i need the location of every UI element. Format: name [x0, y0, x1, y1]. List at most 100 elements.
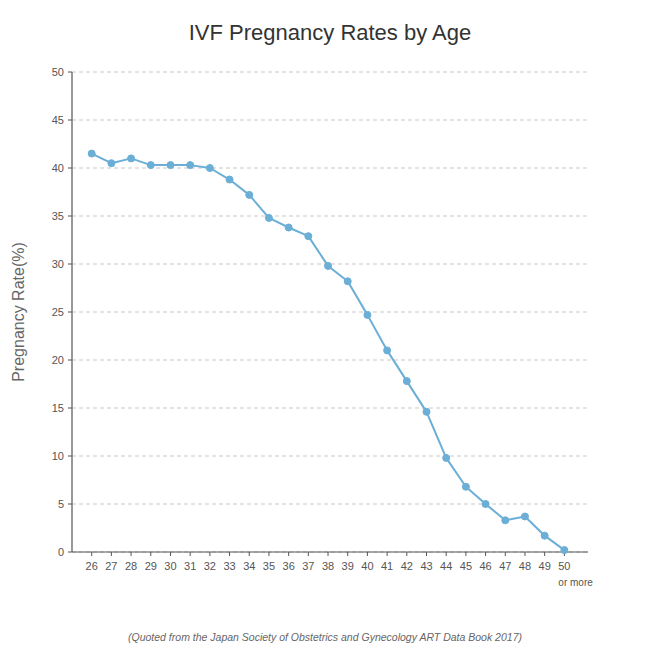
grid-line [72, 504, 588, 505]
x-tick [485, 552, 486, 556]
point [206, 165, 213, 172]
point [403, 378, 410, 385]
grid-line [72, 456, 588, 457]
y-tick [68, 216, 72, 217]
y-tick-label: 0 [58, 546, 64, 558]
y-axis-label: Pregnancy Rate(%) [10, 242, 27, 382]
point [482, 501, 489, 508]
line [92, 154, 565, 550]
y-tick [68, 552, 72, 553]
x-tick [308, 552, 309, 556]
x-tick [426, 552, 427, 556]
x-tick-label: 33 [223, 560, 235, 572]
x-tick [446, 552, 447, 556]
x-tick-label: 31 [184, 560, 196, 572]
x-tick [387, 552, 388, 556]
point [147, 162, 154, 169]
x-tick [150, 552, 151, 556]
series [88, 150, 568, 553]
y-tick-label: 40 [52, 162, 64, 174]
x-tick-label: 45 [460, 560, 472, 572]
y-tick-label: 30 [52, 258, 64, 270]
x-tick-label: 38 [322, 560, 334, 572]
x-tick-label: 34 [243, 560, 255, 572]
x-tick [288, 552, 289, 556]
x-tick [347, 552, 348, 556]
x-tick-label: 29 [145, 560, 157, 572]
point [285, 224, 292, 231]
point [423, 408, 430, 415]
point [462, 483, 469, 490]
y-tick-label: 45 [52, 114, 64, 126]
y-tick-label: 25 [52, 306, 64, 318]
point [364, 311, 371, 318]
grid-line [72, 72, 588, 73]
point [187, 162, 194, 169]
x-tick-label: 47 [499, 560, 511, 572]
x-axis-line [72, 551, 588, 552]
point [265, 214, 272, 221]
x-tick [170, 552, 171, 556]
x-tick-label: 30 [164, 560, 176, 572]
x-tick [524, 552, 525, 556]
x-tick-label: 43 [420, 560, 432, 572]
grid-line [72, 120, 588, 121]
x-tick [91, 552, 92, 556]
point [443, 454, 450, 461]
x-tick-label: 49 [539, 560, 551, 572]
point [305, 233, 312, 240]
x-tick [249, 552, 250, 556]
x-tick [190, 552, 191, 556]
y-tick [68, 360, 72, 361]
x-tick-label: 26 [86, 560, 98, 572]
point [226, 176, 233, 183]
y-tick [68, 264, 72, 265]
grid [72, 72, 588, 552]
y-tick-label: 5 [58, 498, 64, 510]
x-tick-label: 39 [342, 560, 354, 572]
title: IVF Pregnancy Rates by Age [189, 20, 472, 45]
point [561, 547, 568, 554]
grid-line [72, 408, 588, 409]
point [325, 262, 332, 269]
x-tick-label: 42 [401, 560, 413, 572]
x-tick-label: 46 [479, 560, 491, 572]
annotation: or more [558, 577, 593, 588]
x-tick [367, 552, 368, 556]
y-tick-label: 10 [52, 450, 64, 462]
chart: 2627282930313233343536373839404142434445… [0, 0, 650, 663]
x-tick [505, 552, 506, 556]
y-tick-label: 35 [52, 210, 64, 222]
x-tick-label: 28 [125, 560, 137, 572]
grid-line [72, 360, 588, 361]
point [541, 532, 548, 539]
x-tick [131, 552, 132, 556]
y-tick [68, 312, 72, 313]
x-tick [209, 552, 210, 556]
point [344, 278, 351, 285]
grid-line [72, 216, 588, 217]
x-tick-label: 40 [361, 560, 373, 572]
x-tick-label: 27 [105, 560, 117, 572]
x-tick [544, 552, 545, 556]
x-tick-label: 35 [263, 560, 275, 572]
y-tick-label: 50 [52, 66, 64, 78]
point [88, 150, 95, 157]
y-tick [68, 168, 72, 169]
x-tick [465, 552, 466, 556]
x-tick-label: 32 [204, 560, 216, 572]
point [108, 160, 115, 167]
y-tick [68, 504, 72, 505]
x-tick [406, 552, 407, 556]
y-tick-label: 20 [52, 354, 64, 366]
footnote: (Quoted from the Japan Society of Obstet… [128, 631, 522, 643]
x-tick [111, 552, 112, 556]
point [128, 155, 135, 162]
grid-line [72, 312, 588, 313]
x-tick-label: 41 [381, 560, 393, 572]
point [167, 162, 174, 169]
x-tick-label: 36 [283, 560, 295, 572]
x-tick-label: 50 [558, 560, 570, 572]
point [502, 517, 509, 524]
y-tick-label: 15 [52, 402, 64, 414]
